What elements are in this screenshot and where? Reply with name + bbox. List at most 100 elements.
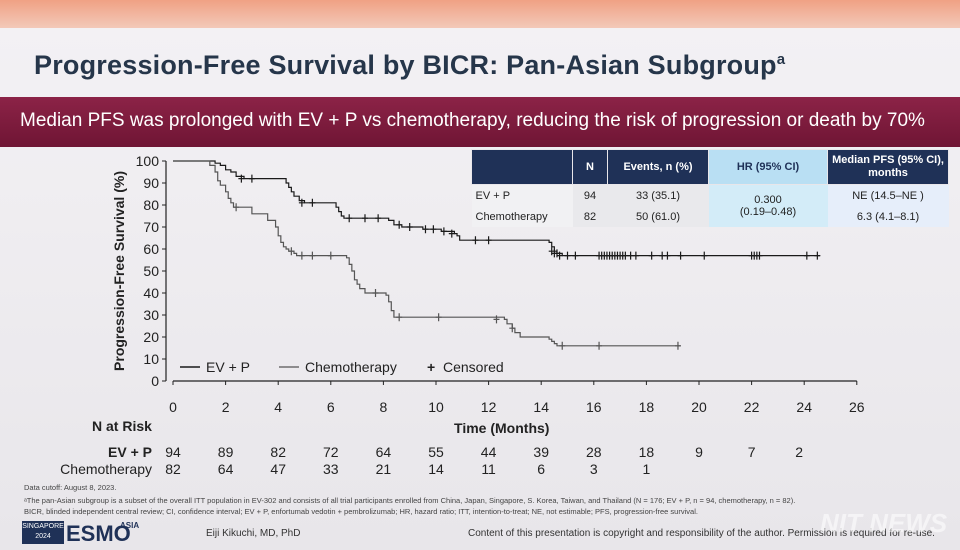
x-tick-label: 10: [428, 399, 444, 415]
censor-mark: [309, 251, 316, 260]
watermark: NIT NEWS: [820, 508, 948, 538]
footnote-cutoff: Data cutoff: August 8, 2023.: [24, 483, 117, 492]
y-tick-label: 0: [151, 373, 159, 389]
y-tick-label: 100: [136, 153, 160, 169]
at-risk-value: 82: [270, 444, 286, 460]
table-header-median: Median PFS (95% CI), months: [827, 149, 949, 185]
legend-label-ev-p: EV + P: [206, 359, 250, 375]
logo-main: ESMO: [66, 521, 131, 546]
table-cell-n: 94: [572, 184, 608, 206]
censor-mark: [677, 251, 684, 260]
censor-mark: [406, 223, 413, 231]
legend-label-chemotherapy: Chemotherapy: [305, 359, 397, 375]
censor-mark: [396, 313, 403, 322]
censor-mark: [440, 227, 447, 236]
x-tick-label: 12: [481, 399, 497, 415]
table-cell-events: 33 (35.1): [607, 184, 709, 206]
x-tick-label: 4: [274, 399, 282, 415]
censor-mark: [559, 341, 566, 350]
censor-mark: [327, 251, 334, 260]
at-risk-value: 2: [795, 444, 803, 460]
table-row-label: Chemotherapy: [471, 206, 573, 227]
logo-sub: ASIA: [120, 521, 140, 530]
censor-mark: [422, 225, 429, 234]
y-tick-label: 20: [143, 329, 159, 345]
censor-mark: [814, 251, 821, 260]
table-cell-median: NE (14.5–NE ): [827, 184, 949, 206]
censor-mark: [309, 198, 316, 207]
footnote-subgroup: ᵃThe pan-Asian subgroup is a subset of t…: [24, 496, 796, 505]
y-tick-label: 60: [143, 241, 159, 257]
y-tick-label: 70: [143, 219, 159, 235]
author-name: Eiji Kikuchi, MD, PhD: [206, 528, 301, 539]
results-table: N Events, n (%) HR (95% CI) Median PFS (…: [471, 149, 949, 227]
x-tick-label: 26: [849, 399, 865, 415]
at-risk-value: 33: [323, 461, 339, 477]
km-curve-ev-p: [173, 160, 820, 257]
censor-mark: [632, 251, 639, 260]
y-tick-label: 10: [143, 351, 159, 367]
censor-mark: [448, 229, 455, 238]
table-cell-events: 50 (61.0): [607, 206, 709, 227]
censor-mark: [238, 174, 245, 183]
censor-mark: [493, 315, 500, 324]
censor-mark: [233, 203, 240, 212]
censor-mark: [346, 214, 353, 223]
table-cell-hr: 0.300 (0.19–0.48): [708, 184, 828, 227]
censor-mark: [298, 251, 305, 260]
at-risk-value: 3: [590, 461, 598, 477]
hr-value: 0.300: [754, 194, 782, 206]
legend-censor-symbol: +: [427, 359, 435, 375]
table-row-label: EV + P: [471, 184, 573, 206]
top-band: [0, 0, 960, 28]
table-header-events: Events, n (%): [607, 149, 709, 185]
censor-mark: [659, 251, 666, 260]
censor-mark: [430, 225, 437, 234]
at-risk-value: 9: [695, 444, 703, 460]
censor-mark: [627, 251, 634, 260]
censor-mark: [375, 214, 382, 223]
censor-mark: [298, 198, 305, 207]
censor-mark: [664, 251, 671, 260]
at-risk-value: 89: [218, 444, 234, 460]
table-header-n: N: [572, 149, 608, 185]
at-risk-value: 44: [481, 444, 497, 460]
at-risk-title: N at Risk: [92, 418, 152, 434]
at-risk-value: 82: [165, 461, 181, 477]
banner: Median PFS was prolonged with EV + P vs …: [0, 97, 960, 147]
x-tick-label: 0: [169, 399, 177, 415]
at-risk-value: 14: [428, 461, 444, 477]
at-risk-value: 21: [376, 461, 392, 477]
at-risk-value: 18: [639, 444, 655, 460]
x-tick-label: 22: [744, 399, 760, 415]
x-tick-label: 2: [222, 399, 230, 415]
table-cell-median: 6.3 (4.1–8.1): [827, 206, 949, 227]
at-risk-value: 47: [270, 461, 286, 477]
y-tick-label: 90: [143, 175, 159, 191]
banner-text: Median PFS was prolonged with EV + P vs …: [20, 110, 925, 131]
at-risk-value: 28: [586, 444, 602, 460]
table-cell-n: 82: [572, 206, 608, 227]
censor-mark: [361, 214, 368, 223]
censor-mark: [572, 251, 579, 260]
at-risk-value: 11: [481, 461, 496, 477]
at-risk-value: 7: [748, 444, 756, 460]
censor-mark: [472, 236, 479, 245]
x-axis-label: Time (Months): [454, 420, 549, 436]
x-tick-label: 20: [691, 399, 707, 415]
at-risk-row-label: EV + P: [108, 444, 152, 460]
censor-mark: [564, 251, 571, 260]
at-risk-row-label: Chemotherapy: [60, 461, 152, 477]
y-tick-label: 30: [143, 307, 159, 323]
at-risk-value: 1: [643, 461, 651, 477]
x-tick-label: 14: [533, 399, 549, 415]
censor-mark: [435, 313, 442, 322]
y-tick-label: 80: [143, 197, 159, 213]
censor-mark: [485, 236, 492, 245]
censor-mark: [556, 251, 563, 260]
logo-location: SINGAPORE 2024: [22, 521, 64, 544]
censor-mark: [622, 251, 629, 260]
at-risk-value: 94: [165, 444, 181, 460]
y-tick-label: 40: [143, 285, 159, 301]
